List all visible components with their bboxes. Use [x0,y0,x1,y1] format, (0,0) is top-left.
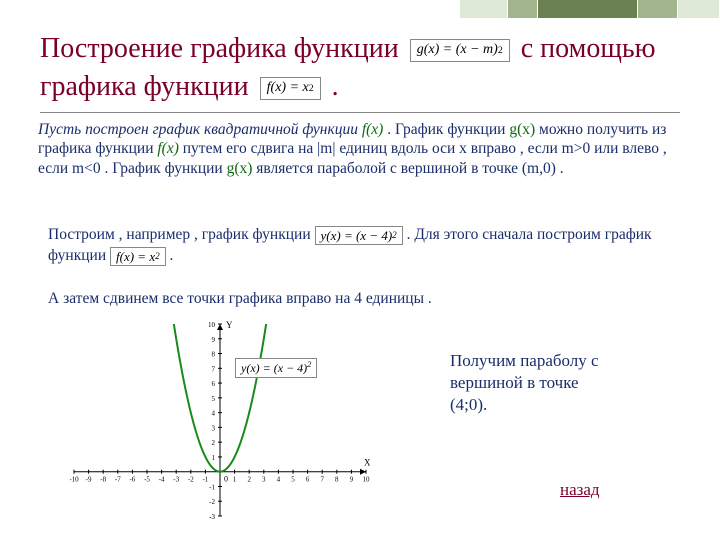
svg-text:-2: -2 [188,476,194,484]
back-label: назад [560,480,600,499]
page-title: Построение графика функции g(x) = (x − m… [40,30,680,106]
svg-text:3: 3 [262,476,266,484]
svg-text:0: 0 [224,475,228,484]
p1-m1: |m| [317,140,335,157]
paragraph-2: Построим , например , график функции y(x… [48,225,678,267]
svg-text:-10: -10 [70,476,79,484]
chart-formula-label: y(x) = (x − 4)2 [235,358,317,378]
svg-text:9: 9 [350,476,354,484]
svg-text:4: 4 [212,410,216,418]
p2-t3: . [170,247,174,264]
p1-fx2: f(x) [157,140,179,157]
title-formula-g: g(x) = (x − m)2 [410,39,510,62]
back-link[interactable]: назад [560,480,600,500]
p1-t2: . График функции [387,121,509,138]
result-text: Получим параболу с вершиной в точке (4;0… [450,350,610,416]
chart-formula-body: y(x) = (x − 4) [241,361,307,375]
paragraph-1: Пусть построен график квадратичной функц… [38,120,686,178]
title-text-1: Построение графика функции [40,33,399,64]
svg-text:7: 7 [212,365,216,373]
p2-formula-y: y(x) = (x − 4)2 [315,226,403,246]
svg-text:5: 5 [291,476,295,484]
result-body: Получим параболу с вершиной в точке (4;0… [450,351,599,414]
svg-text:-4: -4 [159,476,165,484]
svg-text:1: 1 [233,476,237,484]
svg-text:10: 10 [363,476,371,484]
svg-text:-7: -7 [115,476,121,484]
svg-text:5: 5 [212,395,216,403]
formula-g-body: g(x) = (x − m) [417,41,498,60]
title-formula-f: f(x) = x2 [260,77,321,100]
p1-gx1: g(x) [509,121,535,138]
svg-text:4: 4 [277,476,281,484]
p1-t1: Пусть построен график квадратичной функц… [38,121,362,138]
paragraph-3: А затем сдвинем все точки графика вправо… [48,290,668,308]
chart-svg: -10-9-8-7-6-5-4-3-2-11234567891010987654… [70,320,370,520]
svg-text:-9: -9 [86,476,92,484]
title-rule [40,112,680,113]
svg-text:7: 7 [320,476,324,484]
p1-gx2: g(x) [227,160,253,177]
svg-text:-1: -1 [202,476,208,484]
svg-text:-2: -2 [209,498,215,506]
p1-m2: (m,0) . [522,160,564,177]
svg-text:-8: -8 [100,476,106,484]
p2-t1: Построим , например , график функции [48,226,315,243]
p3-t: А затем сдвинем все точки графика вправо… [48,290,432,307]
svg-text:6: 6 [212,380,216,388]
p2-formula-f: f(x) = x2 [110,247,166,267]
svg-text:9: 9 [212,336,216,344]
p1-t4: путем его сдвига на [183,140,317,157]
formula-f-body: f(x) = x [267,79,309,98]
p1-t6: является параболой с вершиной в точке [256,160,522,177]
decorative-top-bar [460,0,720,18]
svg-text:Y: Y [226,320,233,330]
svg-text:3: 3 [212,424,216,432]
svg-text:-6: -6 [129,476,135,484]
svg-text:-5: -5 [144,476,150,484]
svg-text:-3: -3 [173,476,179,484]
svg-text:1: 1 [212,454,216,462]
svg-text:2: 2 [247,476,251,484]
svg-text:8: 8 [335,476,339,484]
svg-text:8: 8 [212,351,216,359]
svg-text:10: 10 [208,321,216,329]
title-dot: . [332,71,339,102]
svg-text:6: 6 [306,476,310,484]
svg-text:-1: -1 [209,483,215,491]
p2-f2-body: f(x) = x [116,248,155,266]
svg-text:-3: -3 [209,513,215,520]
svg-text:X: X [364,458,370,468]
chart: -10-9-8-7-6-5-4-3-2-11234567891010987654… [70,320,370,530]
svg-text:2: 2 [212,439,216,447]
p1-fx1: f(x) [362,121,384,138]
p2-f1-body: y(x) = (x − 4) [321,227,393,245]
